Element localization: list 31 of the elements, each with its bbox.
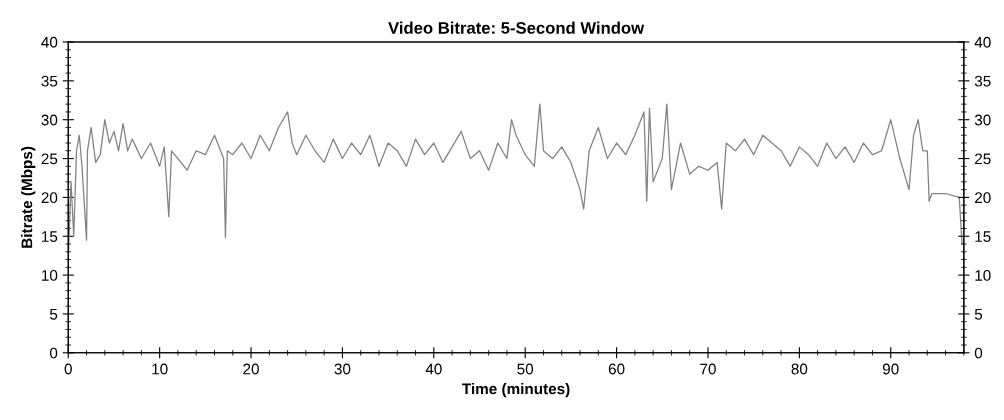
y-tick-label: 35: [41, 75, 58, 87]
y-tick-label: 0: [49, 347, 58, 359]
x-tick-label: 50: [517, 363, 534, 375]
y2-tick-label: 30: [974, 114, 991, 126]
y2-tick-label: 0: [974, 347, 983, 359]
y-tick-label: 20: [41, 192, 58, 204]
x-tick-label: 60: [608, 363, 625, 375]
y2-tick-label: 5: [974, 308, 983, 320]
y-tick-label: 25: [41, 153, 58, 165]
y2-tick-label: 10: [975, 269, 991, 281]
y-axis-title: Bitrate (Mbps): [21, 146, 36, 248]
y-tick-label: 15: [42, 231, 58, 242]
x-tick-label: 0: [64, 363, 72, 375]
x-tick-label: 40: [425, 363, 442, 375]
y2-tick-label: 20: [975, 192, 991, 204]
x-tick-label: 30: [334, 363, 351, 375]
y-tick-label: 30: [41, 114, 58, 126]
y2-tick-label: 40: [974, 36, 991, 48]
y2-tick-label: 35: [974, 75, 991, 87]
y-tick-label: 10: [42, 269, 58, 281]
y-tick-label: 40: [41, 36, 58, 48]
x-tick-label: 80: [791, 363, 808, 375]
x-axis-title: Time (minutes): [462, 383, 570, 398]
y2-tick-label: 25: [975, 153, 991, 165]
x-tick-label: 10: [152, 363, 168, 375]
y-tick-label: 5: [49, 308, 58, 320]
y2-tick-label: 15: [975, 231, 991, 242]
x-tick-label: 20: [243, 363, 259, 375]
chart-title: Video Bitrate: 5-Second Window: [388, 21, 645, 34]
x-tick-label: 90: [882, 363, 899, 375]
x-tick-label: 70: [700, 363, 716, 375]
